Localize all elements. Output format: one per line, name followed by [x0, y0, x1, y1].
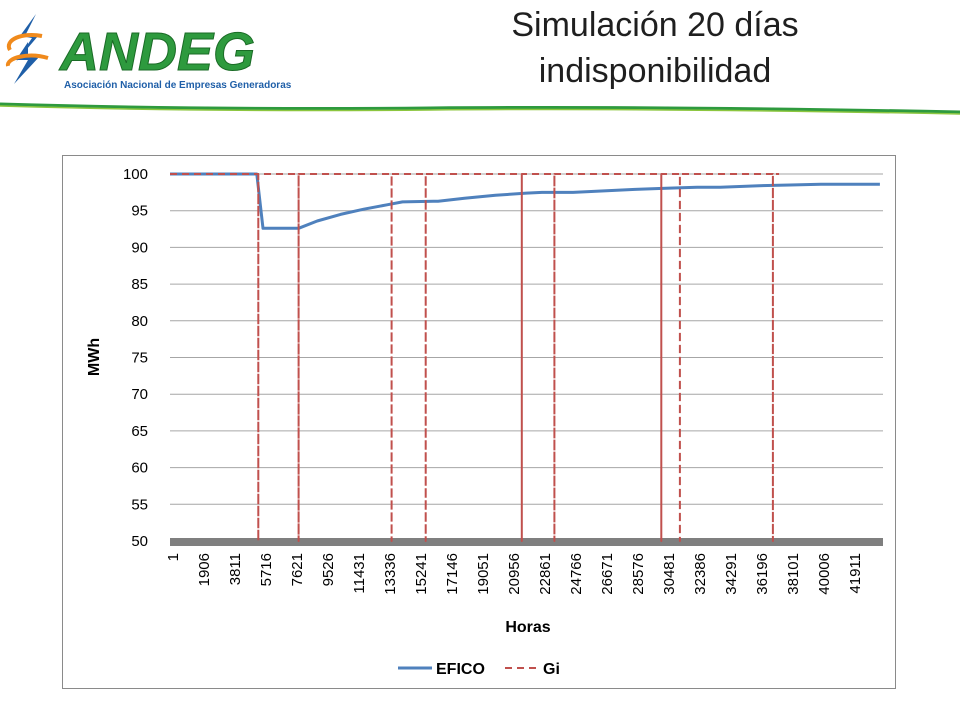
andeg-logo-graphic: ANDEG Asociación Nacional de Empresas Ge…	[6, 14, 292, 91]
y-tick-label: 80	[131, 313, 148, 330]
slide-title-line1: Simulación 20 días	[511, 6, 799, 44]
slide-title: Simulación 20 días indisponibilidad	[440, 2, 870, 94]
x-tick-label: 3811	[227, 553, 244, 585]
x-tick-label: 38101	[785, 553, 802, 595]
x-tick-label: 1	[165, 553, 182, 561]
x-tick-label: 11431	[351, 553, 368, 594]
series-line-efico	[170, 172, 880, 230]
chart-frame	[62, 155, 896, 689]
x-tick-label: 26671	[599, 553, 616, 595]
x-axis-bar	[170, 538, 883, 546]
x-tick-label: 13336	[382, 553, 399, 595]
x-tick-label: 22861	[537, 553, 554, 595]
y-tick-label: 95	[131, 203, 148, 220]
logo-wordmark: ANDEG	[58, 22, 255, 82]
x-tick-label: 19051	[475, 553, 492, 595]
x-tick-label: 5716	[258, 553, 275, 586]
x-tick-label: 15241	[413, 553, 430, 595]
x-tick-label: 28576	[630, 553, 647, 595]
y-tick-label: 60	[131, 460, 148, 477]
legend-label-gi: Gi	[543, 661, 560, 678]
legend-label-efico: EFICO	[436, 661, 485, 678]
y-tick-label: 55	[131, 496, 148, 513]
y-tick-label: 50	[131, 533, 148, 550]
x-tick-label: 1906	[196, 553, 213, 586]
y-tick-label: 75	[131, 350, 148, 367]
x-tick-label: 20956	[506, 553, 523, 595]
y-tick-label: 90	[131, 239, 148, 256]
y-tick-label: 85	[131, 276, 148, 293]
y-tick-label: 100	[123, 166, 148, 183]
slide-title-line2: indisponibilidad	[538, 52, 772, 90]
x-tick-label: 9526	[320, 553, 337, 586]
x-tick-label: 30481	[661, 553, 678, 595]
x-axis-title: Horas	[505, 619, 550, 636]
header-divider	[0, 102, 960, 115]
x-tick-label: 36196	[754, 553, 771, 595]
x-tick-label: 24766	[568, 553, 585, 595]
x-tick-label: 17146	[444, 553, 461, 595]
y-tick-label: 65	[131, 423, 148, 440]
x-tick-label: 32386	[692, 553, 709, 595]
y-tick-label: 70	[131, 386, 148, 403]
x-tick-label: 34291	[723, 553, 740, 595]
x-tick-label: 40006	[816, 553, 833, 595]
andeg-logo: ANDEG Asociación Nacional de Empresas Ge…	[2, 6, 302, 98]
logo-subtitle: Asociación Nacional de Empresas Generado…	[64, 80, 292, 91]
x-tick-label: 7621	[289, 553, 306, 586]
series-line-gi	[170, 173, 780, 542]
x-tick-label: 41911	[847, 553, 864, 594]
lightning-bolt-icon	[6, 14, 49, 84]
y-axis-title: MWh	[86, 338, 103, 376]
